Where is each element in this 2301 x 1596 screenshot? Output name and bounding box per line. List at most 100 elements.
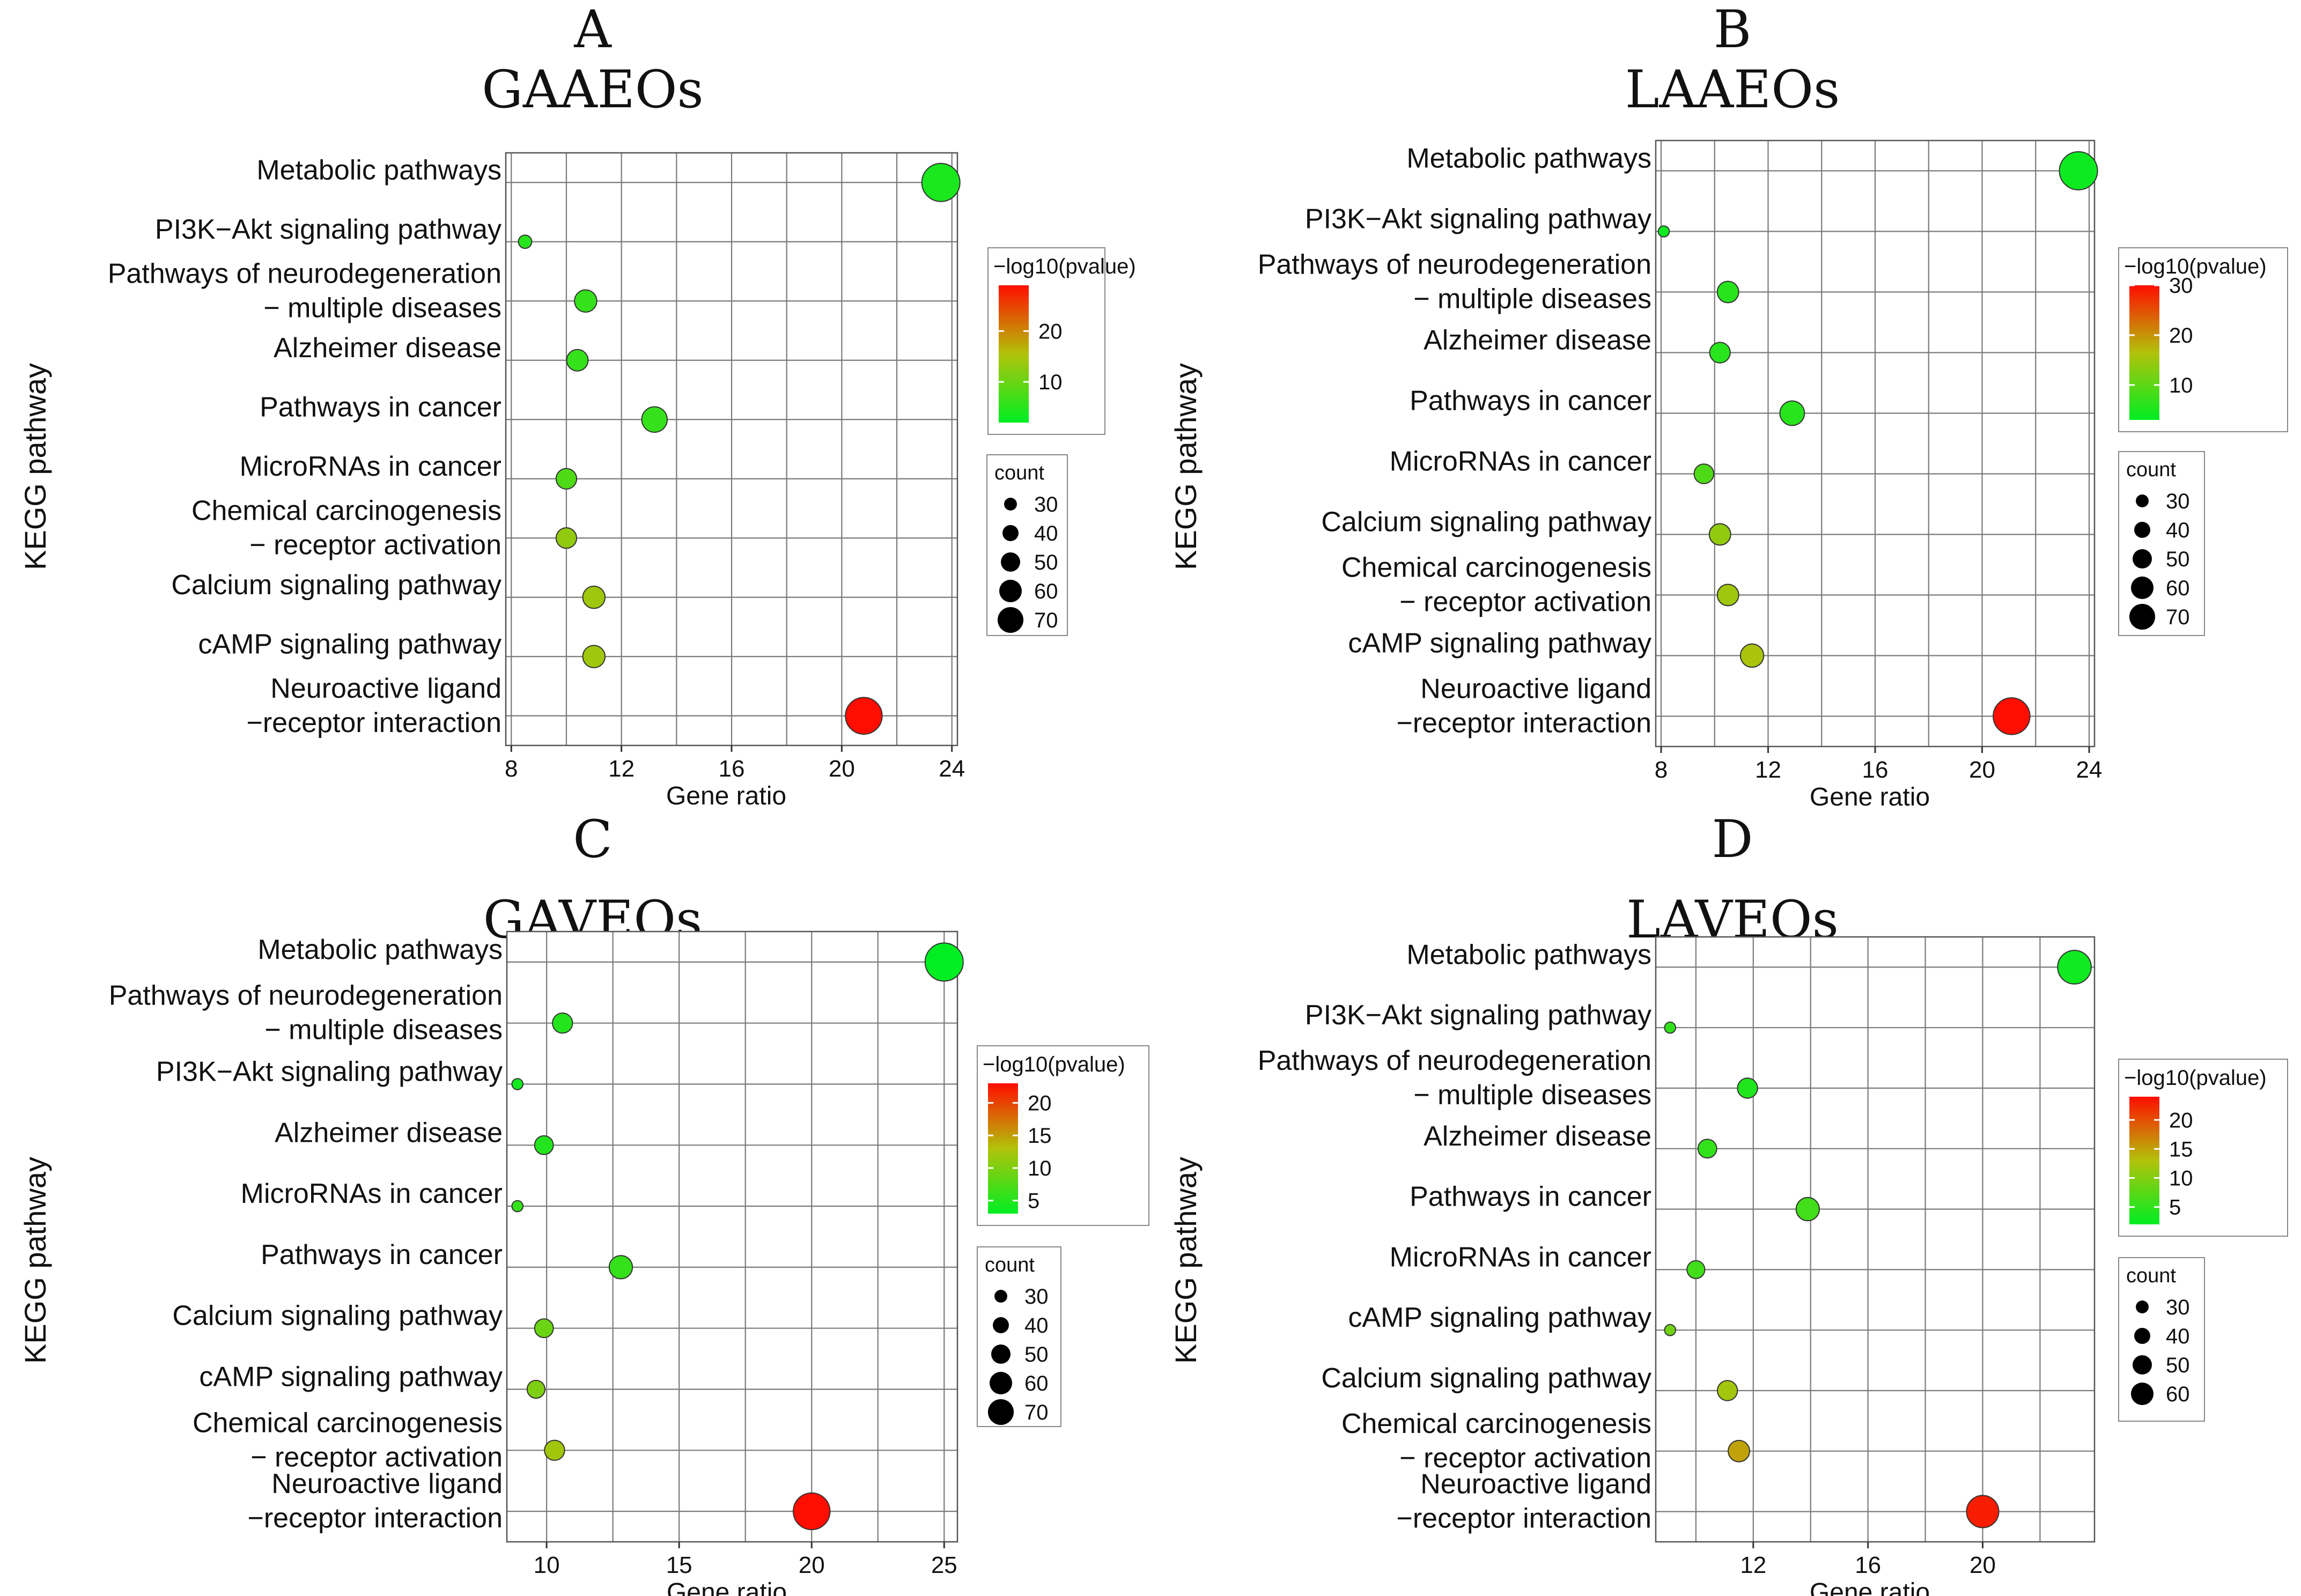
size-legend-dot [1002, 525, 1019, 541]
data-point[interactable] [1716, 583, 1739, 607]
data-point[interactable] [1737, 1077, 1758, 1099]
data-point[interactable] [924, 942, 964, 982]
size-legend-label: 60 [2166, 577, 2190, 600]
x-tick-label: 20 [1970, 1552, 1996, 1578]
data-point[interactable] [534, 1135, 554, 1155]
data-point[interactable] [1709, 342, 1731, 364]
data-point[interactable] [1795, 1196, 1820, 1222]
data-point[interactable] [792, 1492, 831, 1531]
data-point[interactable] [1664, 1324, 1677, 1336]
x-tick-label: 16 [1862, 757, 1889, 783]
y-tick-label: Metabolic pathways [257, 934, 503, 965]
x-tick-label: 15 [666, 1552, 692, 1578]
data-point[interactable] [526, 1379, 545, 1399]
x-axis-title: Gene ratio [667, 1578, 787, 1596]
data-point[interactable] [641, 406, 668, 433]
size-legend-label: 50 [1024, 1343, 1049, 1366]
data-point[interactable] [1993, 697, 2031, 735]
data-point[interactable] [1686, 1260, 1706, 1279]
data-point[interactable] [1708, 523, 1731, 546]
color-legend-bar [2129, 1097, 2159, 1224]
data-point[interactable] [2059, 151, 2098, 190]
panel-label: D [1712, 809, 1753, 869]
data-point[interactable] [534, 1318, 554, 1339]
data-point[interactable] [1739, 643, 1765, 668]
y-tick-label: Alzheimer disease [1424, 325, 1651, 356]
y-tick-label: Alzheimer disease [275, 1117, 503, 1148]
size-legend-label: 50 [2166, 548, 2190, 571]
size-legend-dot [2134, 522, 2150, 538]
data-point[interactable] [582, 585, 606, 609]
size-legend-dot [987, 1399, 1014, 1425]
y-tick-label: − receptor activation [249, 529, 502, 560]
y-tick-label: Chemical carcinogenesis [1341, 1408, 1651, 1439]
color-legend-title: −log10(pvalue) [993, 255, 1136, 278]
color-legend-label: 20 [2169, 324, 2193, 348]
data-point[interactable] [1779, 400, 1805, 426]
y-tick-label: Calcium signaling pathway [171, 570, 502, 601]
size-legend-label: 70 [1024, 1401, 1049, 1424]
data-point[interactable] [1966, 1495, 2000, 1528]
y-tick-label: −receptor interaction [247, 707, 502, 738]
y-tick-label: Metabolic pathways [256, 154, 502, 186]
y-tick-label: Neuroactive ligand [1420, 674, 1651, 705]
data-point[interactable] [511, 1200, 524, 1213]
y-tick-label: Alzheimer disease [274, 332, 502, 364]
x-tick-label: 20 [799, 1552, 825, 1578]
y-tick-label: PI3K−Akt signaling pathway [1305, 204, 1651, 235]
data-point[interactable] [1693, 463, 1715, 484]
size-legend-label: 70 [1034, 609, 1058, 632]
data-point[interactable] [555, 468, 578, 490]
data-point[interactable] [2057, 950, 2092, 985]
y-tick-label: − multiple diseases [1413, 284, 1651, 315]
data-point[interactable] [552, 1013, 573, 1034]
x-tick-label: 10 [534, 1552, 560, 1578]
x-tick-label: 12 [1740, 1552, 1766, 1578]
color-legend-label: 20 [2169, 1109, 2193, 1132]
data-point[interactable] [1716, 280, 1739, 304]
size-legend-dot [1004, 498, 1017, 511]
data-point[interactable] [511, 1078, 524, 1090]
data-point[interactable] [1664, 1021, 1677, 1034]
data-point[interactable] [608, 1255, 633, 1280]
size-legend-dot [2130, 576, 2154, 600]
data-point[interactable] [845, 697, 883, 735]
color-legend-bar [2129, 285, 2159, 420]
y-tick-label: Metabolic pathways [1406, 143, 1651, 174]
data-point[interactable] [566, 349, 589, 372]
data-point[interactable] [582, 645, 606, 669]
y-tick-label: − receptor activation [250, 1442, 503, 1473]
data-point[interactable] [1716, 1380, 1738, 1401]
plot-area [1656, 937, 2094, 1542]
data-point[interactable] [574, 289, 598, 313]
data-point[interactable] [555, 527, 578, 549]
x-tick-label: 24 [939, 756, 965, 782]
size-legend-label: 60 [1034, 580, 1058, 603]
y-tick-label: PI3K−Akt signaling pathway [156, 1056, 503, 1088]
size-legend-dot [994, 1290, 1007, 1303]
y-tick-label: Chemical carcinogenesis [191, 495, 502, 526]
y-tick-label: cAMP signaling pathway [1348, 1302, 1651, 1333]
size-legend-label: 30 [1024, 1285, 1049, 1309]
size-legend-dot [997, 607, 1024, 633]
panel-label: A [573, 0, 612, 60]
plot-frame [506, 930, 958, 1543]
size-legend-label: 40 [1034, 522, 1058, 545]
y-tick-label: Pathways of neurodegeneration [1258, 1045, 1651, 1076]
y-tick-label: Calcium signaling pathway [1321, 1363, 1651, 1394]
size-legend-dot [993, 1317, 1009, 1333]
data-point[interactable] [1728, 1439, 1751, 1462]
color-legend-label: 10 [2169, 1166, 2193, 1190]
data-point[interactable] [544, 1439, 565, 1461]
data-point[interactable] [921, 162, 961, 202]
y-tick-label: Metabolic pathways [1406, 939, 1651, 970]
data-point[interactable] [518, 234, 533, 249]
y-tick-label: PI3K−Akt signaling pathway [155, 214, 502, 245]
data-point[interactable] [1697, 1139, 1717, 1159]
x-tick-label: 16 [719, 756, 745, 782]
y-tick-label: Neuroactive ligand [270, 673, 502, 704]
data-point[interactable] [1657, 225, 1670, 238]
color-legend-label: 15 [2169, 1137, 2193, 1161]
